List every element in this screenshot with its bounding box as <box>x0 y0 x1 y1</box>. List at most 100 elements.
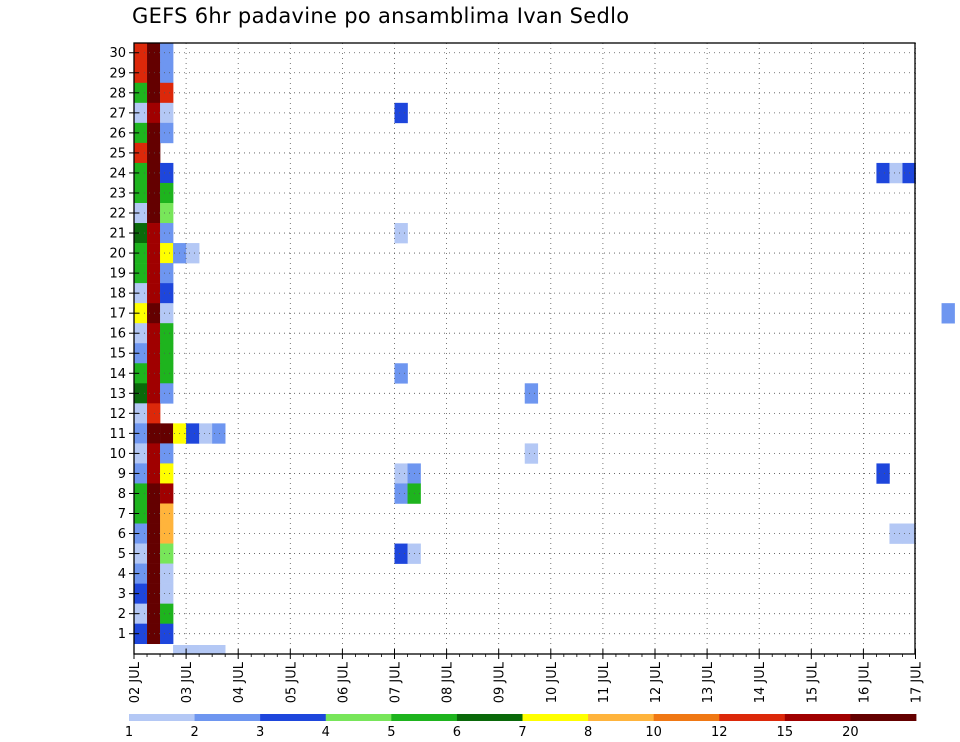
colorbar-label: 10 <box>645 725 662 740</box>
y-tick-label: 8 <box>118 487 126 502</box>
heatmap-cell <box>941 303 955 324</box>
heatmap-cell <box>394 363 408 384</box>
heatmap-cell <box>147 583 161 604</box>
heatmap-cell <box>147 543 161 564</box>
x-tick-label: 17 JUL <box>910 661 925 703</box>
heatmap-cell <box>134 503 148 524</box>
heatmap-cell <box>134 623 148 645</box>
heatmap-cell <box>147 563 161 584</box>
y-tick-label: 30 <box>109 46 126 61</box>
heatmap-cell <box>147 363 161 384</box>
x-tick-label: 16 JUL <box>857 661 872 703</box>
heatmap-cell <box>134 102 148 124</box>
x-tick-label: 10 JUL <box>545 661 560 703</box>
x-tick-label: 06 JUL <box>336 661 351 703</box>
heatmap-cell <box>134 383 148 404</box>
heatmap-cell <box>160 363 174 384</box>
heatmap-cell <box>160 323 174 344</box>
heatmap-cell <box>134 203 148 224</box>
plot-frame <box>133 42 916 655</box>
heatmap-cell <box>147 263 161 284</box>
colorbar-label: 8 <box>584 725 592 740</box>
heatmap-cell <box>147 483 161 504</box>
x-tick-label: 07 JUL <box>389 661 404 703</box>
heatmap-cell <box>160 343 174 364</box>
heatmap-cell <box>160 263 174 284</box>
heatmap-cell <box>134 263 148 284</box>
x-tick-label: 05 JUL <box>284 661 299 703</box>
heatmap-cell <box>147 343 161 364</box>
heatmap-cell <box>199 423 213 444</box>
heatmap-cell <box>160 583 174 604</box>
y-tick-label: 21 <box>109 227 126 242</box>
heatmap-cell <box>524 383 539 404</box>
heatmap-cell <box>147 303 161 324</box>
heatmap-cell <box>889 523 903 544</box>
chart-title: GEFS 6hr padavine po ansamblima Ivan Sed… <box>132 4 630 28</box>
y-tick-label: 14 <box>109 367 126 382</box>
y-tick-label: 12 <box>109 407 126 422</box>
x-tick-label: 09 JUL <box>493 661 508 703</box>
x-axis: 02 JUL 03 JUL 04 JUL 05 JUL 06 JUL 07 JUL 08 J… <box>128 649 925 703</box>
colorbar-label: 5 <box>387 725 395 740</box>
y-tick-label: 5 <box>118 547 126 562</box>
heatmap-cell <box>147 102 161 124</box>
heatmap-cells <box>134 42 955 655</box>
heatmap-cell <box>134 463 148 484</box>
heatmap-cell <box>147 423 161 444</box>
heatmap-cell <box>134 223 148 244</box>
y-tick-label: 3 <box>118 587 126 602</box>
heatmap-cell <box>212 645 226 655</box>
y-tick-label: 28 <box>109 86 126 101</box>
colorbar-label: 20 <box>842 725 859 740</box>
y-tick-label: 16 <box>109 327 126 342</box>
y-tick-label: 9 <box>118 467 126 482</box>
heatmap-cell <box>134 603 148 624</box>
heatmap-cell <box>160 303 174 324</box>
heatmap-cell <box>147 323 161 344</box>
heatmap-cell <box>134 82 148 104</box>
heatmap-cell <box>134 343 148 364</box>
heatmap-cell <box>160 243 174 264</box>
heatmap-cell <box>160 383 174 404</box>
heatmap-cell <box>134 303 148 324</box>
colorbar-swatch <box>325 714 392 721</box>
y-tick-label: 23 <box>109 186 126 201</box>
heatmap-cell <box>160 203 174 224</box>
heatmap-cell <box>134 122 148 144</box>
y-tick-label: 27 <box>109 106 126 121</box>
heatmap-cell <box>147 283 161 304</box>
heatmap-cell <box>134 142 148 164</box>
colorbar-swatch <box>653 714 720 721</box>
heatmap-cell <box>160 623 174 645</box>
heatmap-cell <box>134 523 148 544</box>
heatmap-cell <box>160 543 174 564</box>
heatmap-cell <box>394 543 408 564</box>
heatmap-cell <box>147 203 161 224</box>
colorbar-legend: 1 2 3 4 5 6 7 8 10 12 15 20 <box>125 714 917 740</box>
heatmap-cell <box>394 102 408 124</box>
heatmap-cell <box>186 645 200 655</box>
x-tick-label: 15 JUL <box>805 661 820 703</box>
heatmap-cell <box>186 243 200 264</box>
heatmap-cell <box>160 443 174 464</box>
y-tick-label: 19 <box>109 267 126 282</box>
colorbar-label: 12 <box>711 725 728 740</box>
heatmap-cell <box>134 243 148 264</box>
y-tick-label: 18 <box>109 287 126 302</box>
x-tick-label: 11 JUL <box>597 661 612 703</box>
heatmap-cell <box>147 603 161 624</box>
colorbar-label: 4 <box>322 725 330 740</box>
heatmap-cell <box>134 483 148 504</box>
heatmap-cell <box>160 102 174 124</box>
heatmap-cell <box>134 443 148 464</box>
y-tick-label: 7 <box>118 507 126 522</box>
heatmap-cell <box>160 503 174 524</box>
heatmap-cell <box>134 283 148 304</box>
heatmap-cell <box>147 383 161 404</box>
heatmap-cell <box>394 223 408 244</box>
heatmap-cell <box>147 523 161 544</box>
heatmap-cell <box>173 645 187 655</box>
y-tick-label: 13 <box>109 387 126 402</box>
